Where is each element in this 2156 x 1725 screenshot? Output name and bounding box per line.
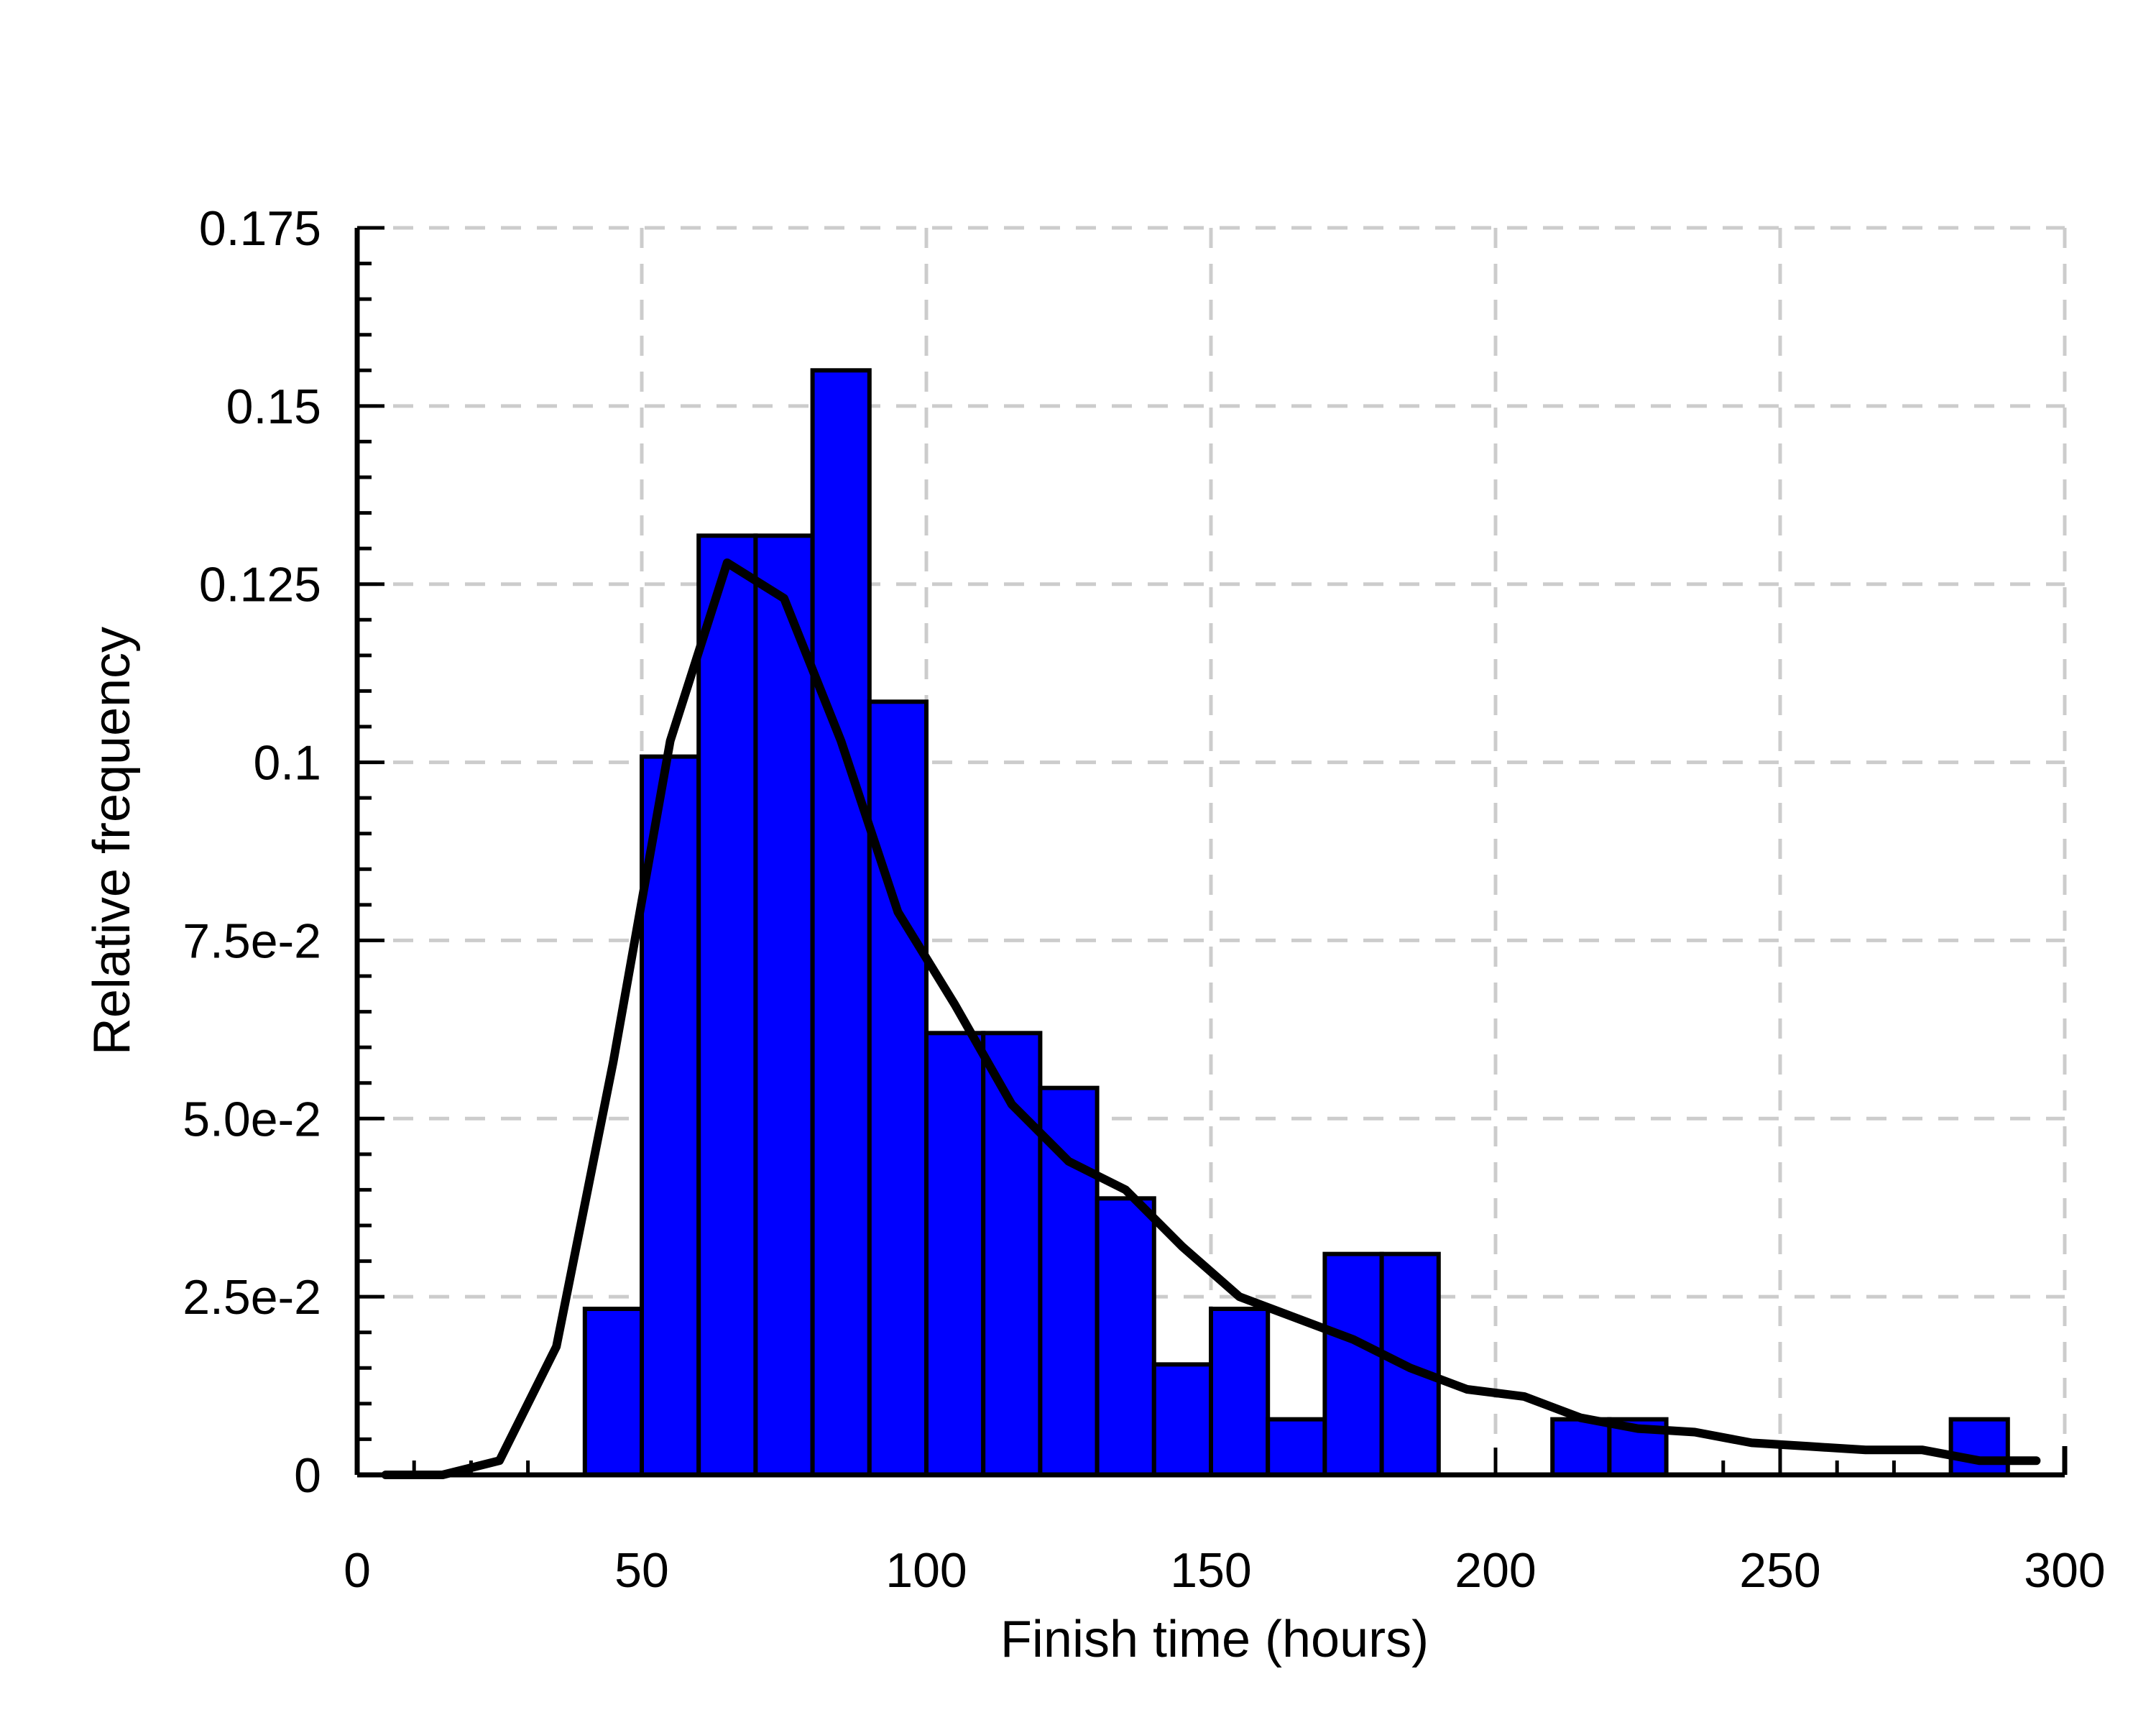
y-tick-label: 7.5e-2 [183,914,321,968]
histogram-bar [1948,1417,2010,1478]
x-axis-title: Finish time (hours) [1000,1611,1429,1668]
histogram-bar [924,1031,986,1478]
y-tick-label: 0.125 [199,558,321,612]
y-tick-label: 0.15 [226,380,321,434]
x-tick-label: 0 [344,1543,371,1598]
density-curve [381,558,2041,1479]
histogram-bars [582,368,2010,1478]
histogram-bar [1266,1417,1327,1478]
grid [357,226,2067,1475]
x-tick-label: 150 [1170,1543,1251,1598]
histogram-bar [1038,1085,1100,1477]
y-tick-label: 0 [294,1448,321,1503]
x-tick-label: 200 [1455,1543,1536,1598]
histogram-bar [867,699,929,1477]
y-tick-label: 0.175 [199,201,321,256]
x-tick-label: 300 [2024,1543,2105,1598]
histogram-bar [1095,1196,1156,1477]
histogram-bar [753,533,815,1477]
histogram-bar [582,1306,644,1478]
x-tick-label: 100 [885,1543,967,1598]
tick-labels: 0 2.5e-2 5.0e-2 7.5e-2 0.1 0.125 0.15 0.175 0 50 1… [183,201,2106,1598]
histogram-bar [1209,1306,1271,1478]
tick-marks [355,226,2067,1477]
y-tick-label: 2.5e-2 [183,1270,321,1325]
density-curve-layer [381,558,2041,1479]
histogram-bar [1151,1362,1214,1478]
histogram-bar [1322,1251,1384,1477]
x-tick-label: 250 [1739,1543,1820,1598]
x-tick-label: 50 [614,1543,669,1598]
y-axis-title: Relative frequency [83,627,141,1055]
histogram-bar [810,368,872,1477]
histogram-bar [1550,1417,1612,1478]
y-tick-label: 5.0e-2 [183,1092,321,1146]
y-tick-label: 0.1 [253,736,321,791]
histogram-bar [696,533,758,1477]
